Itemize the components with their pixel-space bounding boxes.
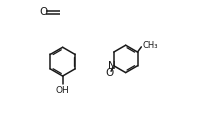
Text: CH₃: CH₃	[143, 41, 158, 50]
Text: O: O	[39, 7, 48, 17]
Text: O: O	[106, 68, 114, 78]
Text: OH: OH	[56, 86, 69, 95]
Text: N: N	[108, 62, 116, 71]
